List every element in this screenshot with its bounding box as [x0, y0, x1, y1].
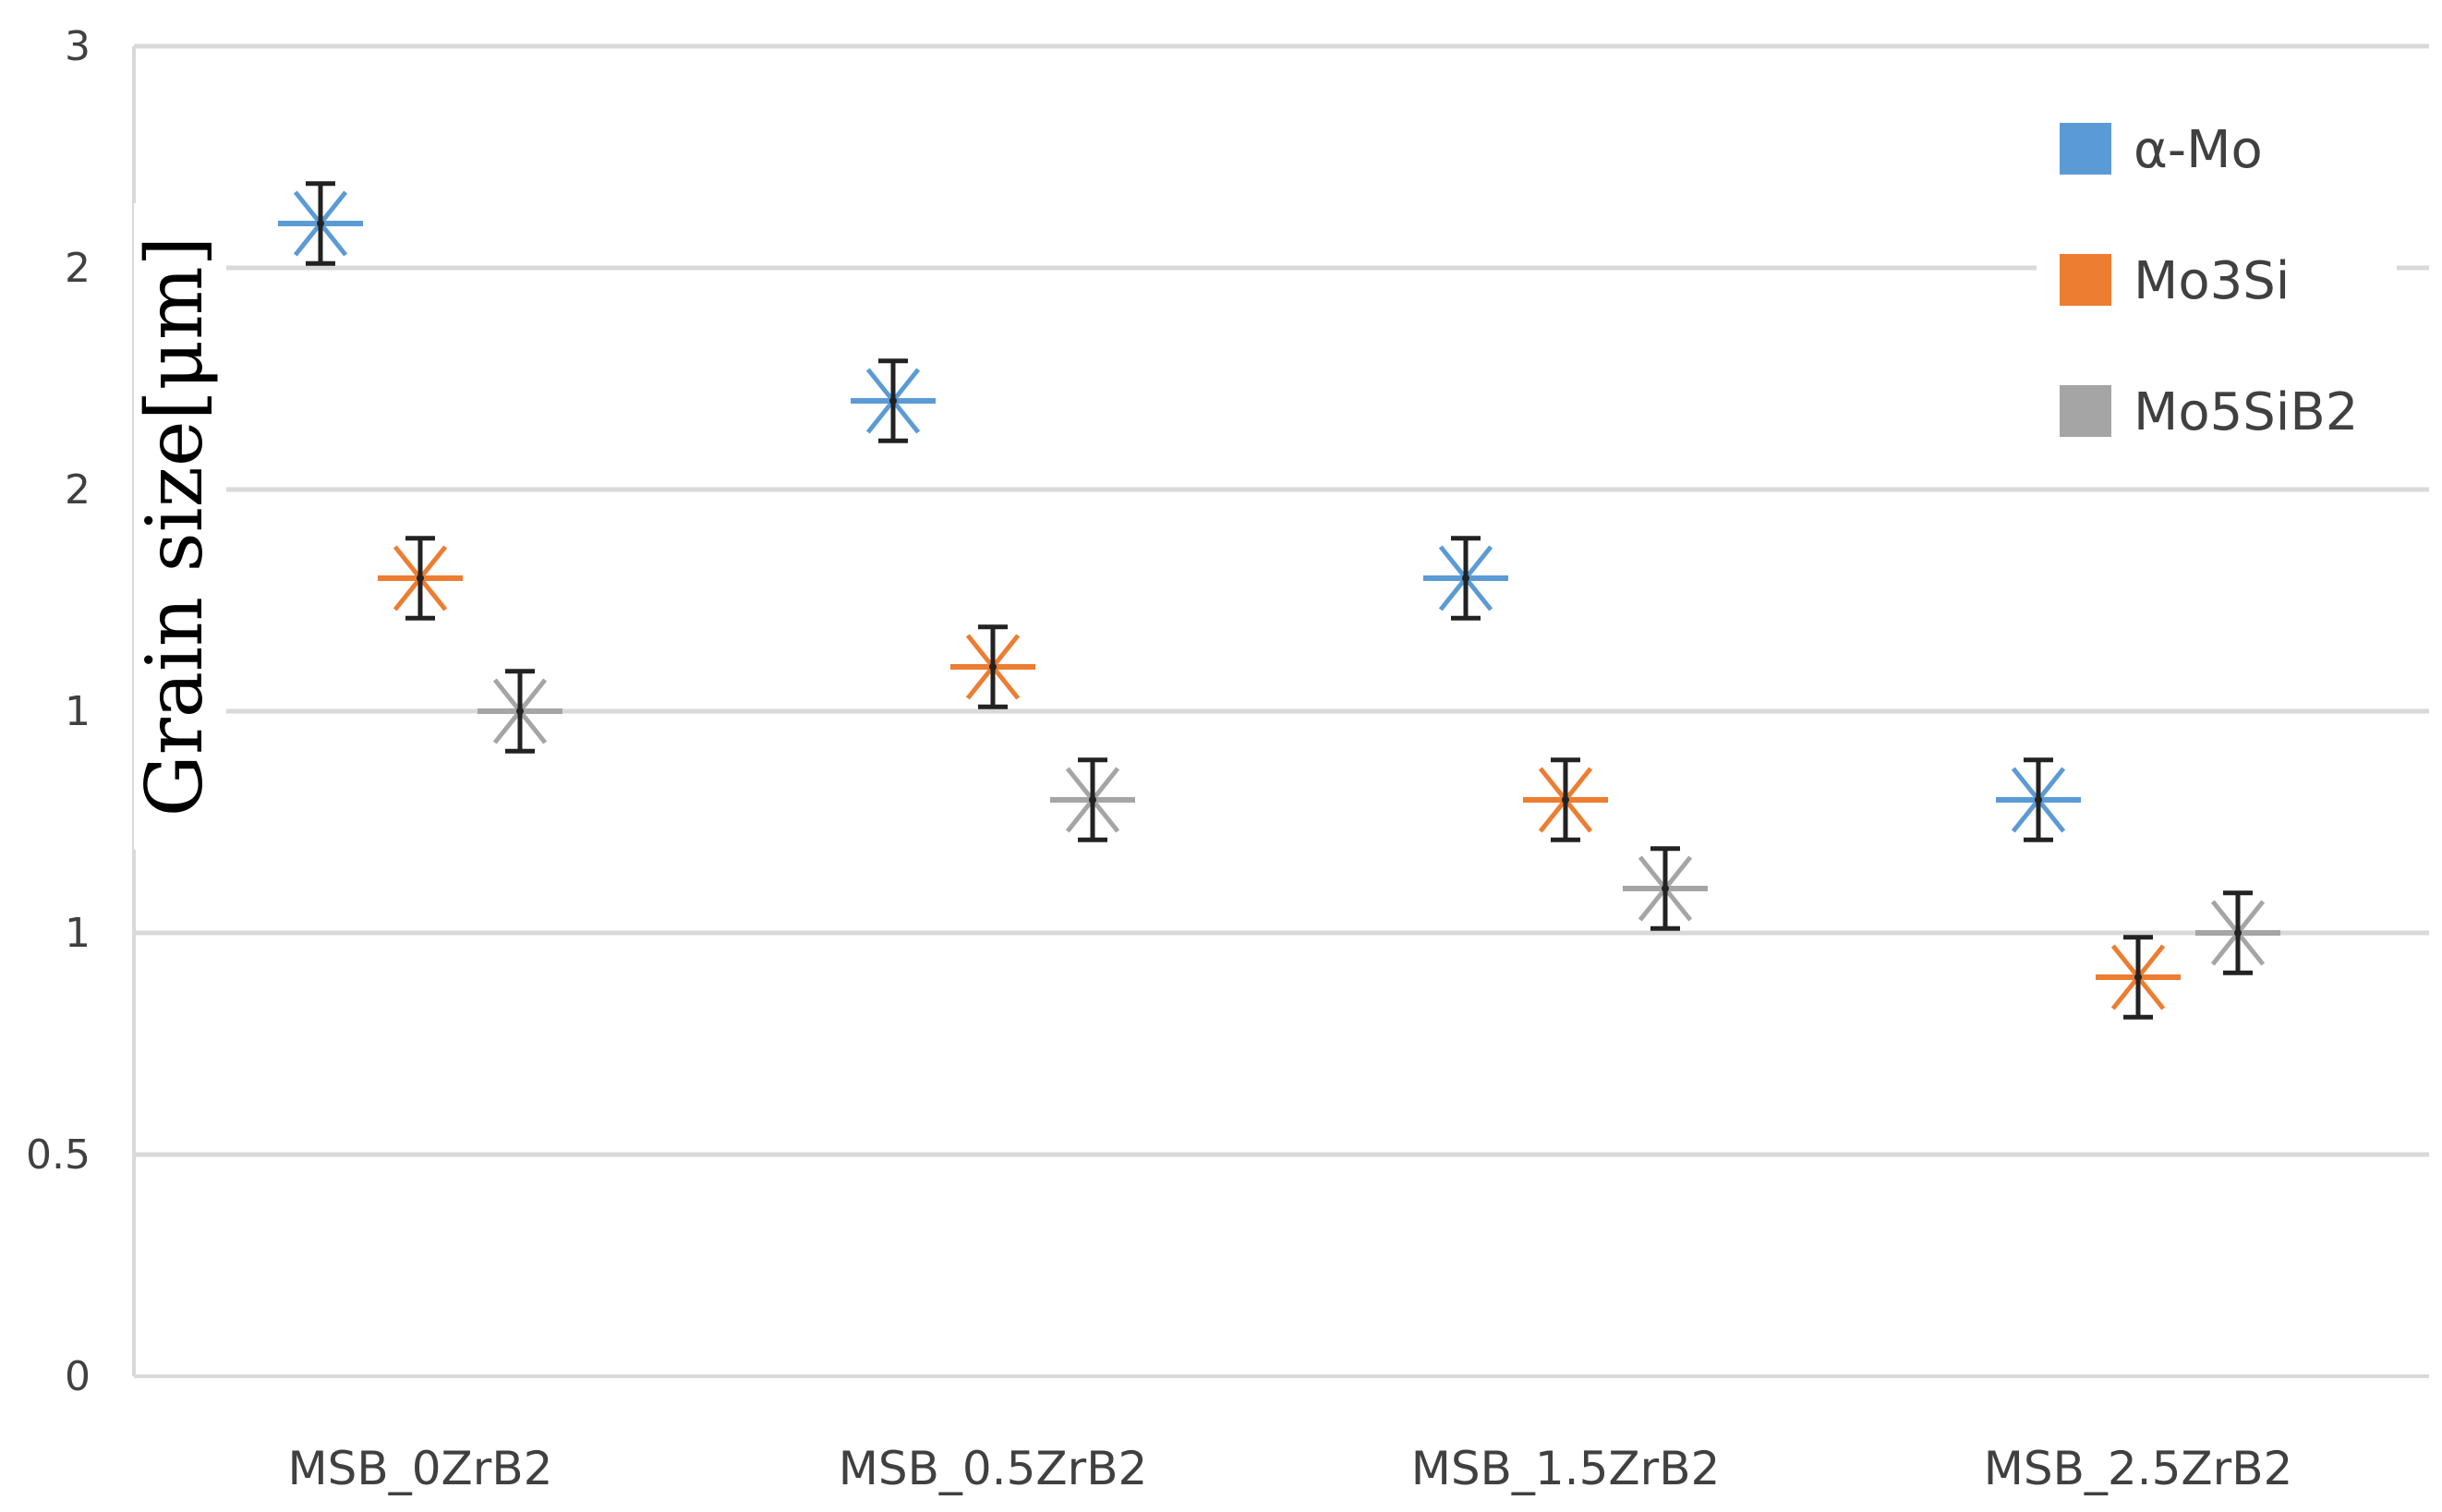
- data-point: [950, 624, 1035, 709]
- data-point: [378, 536, 463, 621]
- data-point: [1996, 757, 2081, 842]
- series-2: [478, 669, 2280, 975]
- x-category-label: MSB_2.5ZrB2: [1984, 1442, 2293, 1495]
- y-tick-label: 1: [65, 910, 91, 957]
- series-1: [378, 536, 2181, 1020]
- data-point: [278, 181, 363, 266]
- y-tick-labels: 0 0.5 1 1 2 2 3: [26, 23, 91, 1400]
- legend-label: Mo5SiB2: [2134, 382, 2358, 442]
- x-category-label: MSB_1.5ZrB2: [1411, 1442, 1721, 1495]
- legend-swatch: [2060, 254, 2111, 306]
- y-tick-label: 0: [65, 1353, 91, 1400]
- y-tick-label: 3: [65, 23, 91, 70]
- data-point: [851, 358, 936, 443]
- y-tick-label: 2: [65, 466, 91, 514]
- x-category-labels: MSB_0ZrB2 MSB_0.5ZrB2 MSB_1.5ZrB2 MSB_2.5Zr…: [288, 1442, 2293, 1495]
- legend-swatch: [2060, 123, 2111, 175]
- y-tick-label: 0.5: [26, 1131, 91, 1179]
- x-category-label: MSB_0ZrB2: [288, 1442, 553, 1495]
- legend-label: α-Mo: [2134, 120, 2263, 180]
- y-tick-label: 1: [65, 688, 91, 735]
- x-category-label: MSB_0.5ZrB2: [839, 1442, 1148, 1495]
- legend: α-Mo Mo3Si Mo5SiB2: [2037, 88, 2397, 476]
- y-axis-title-backdrop: [134, 203, 226, 850]
- data-point: [1423, 536, 1508, 621]
- legend-label: Mo3Si: [2134, 251, 2290, 311]
- data-point: [1523, 757, 1608, 842]
- data-point: [1050, 757, 1135, 842]
- y-tick-label: 2: [65, 245, 91, 292]
- data-series: [278, 181, 2280, 1020]
- data-point: [1623, 846, 1708, 931]
- series-0: [278, 181, 2081, 842]
- data-point: [478, 669, 562, 754]
- data-point: [2195, 890, 2280, 975]
- legend-swatch: [2060, 385, 2111, 437]
- y-axis-title: Grain size[μm]: [129, 236, 220, 817]
- data-point: [2096, 935, 2181, 1020]
